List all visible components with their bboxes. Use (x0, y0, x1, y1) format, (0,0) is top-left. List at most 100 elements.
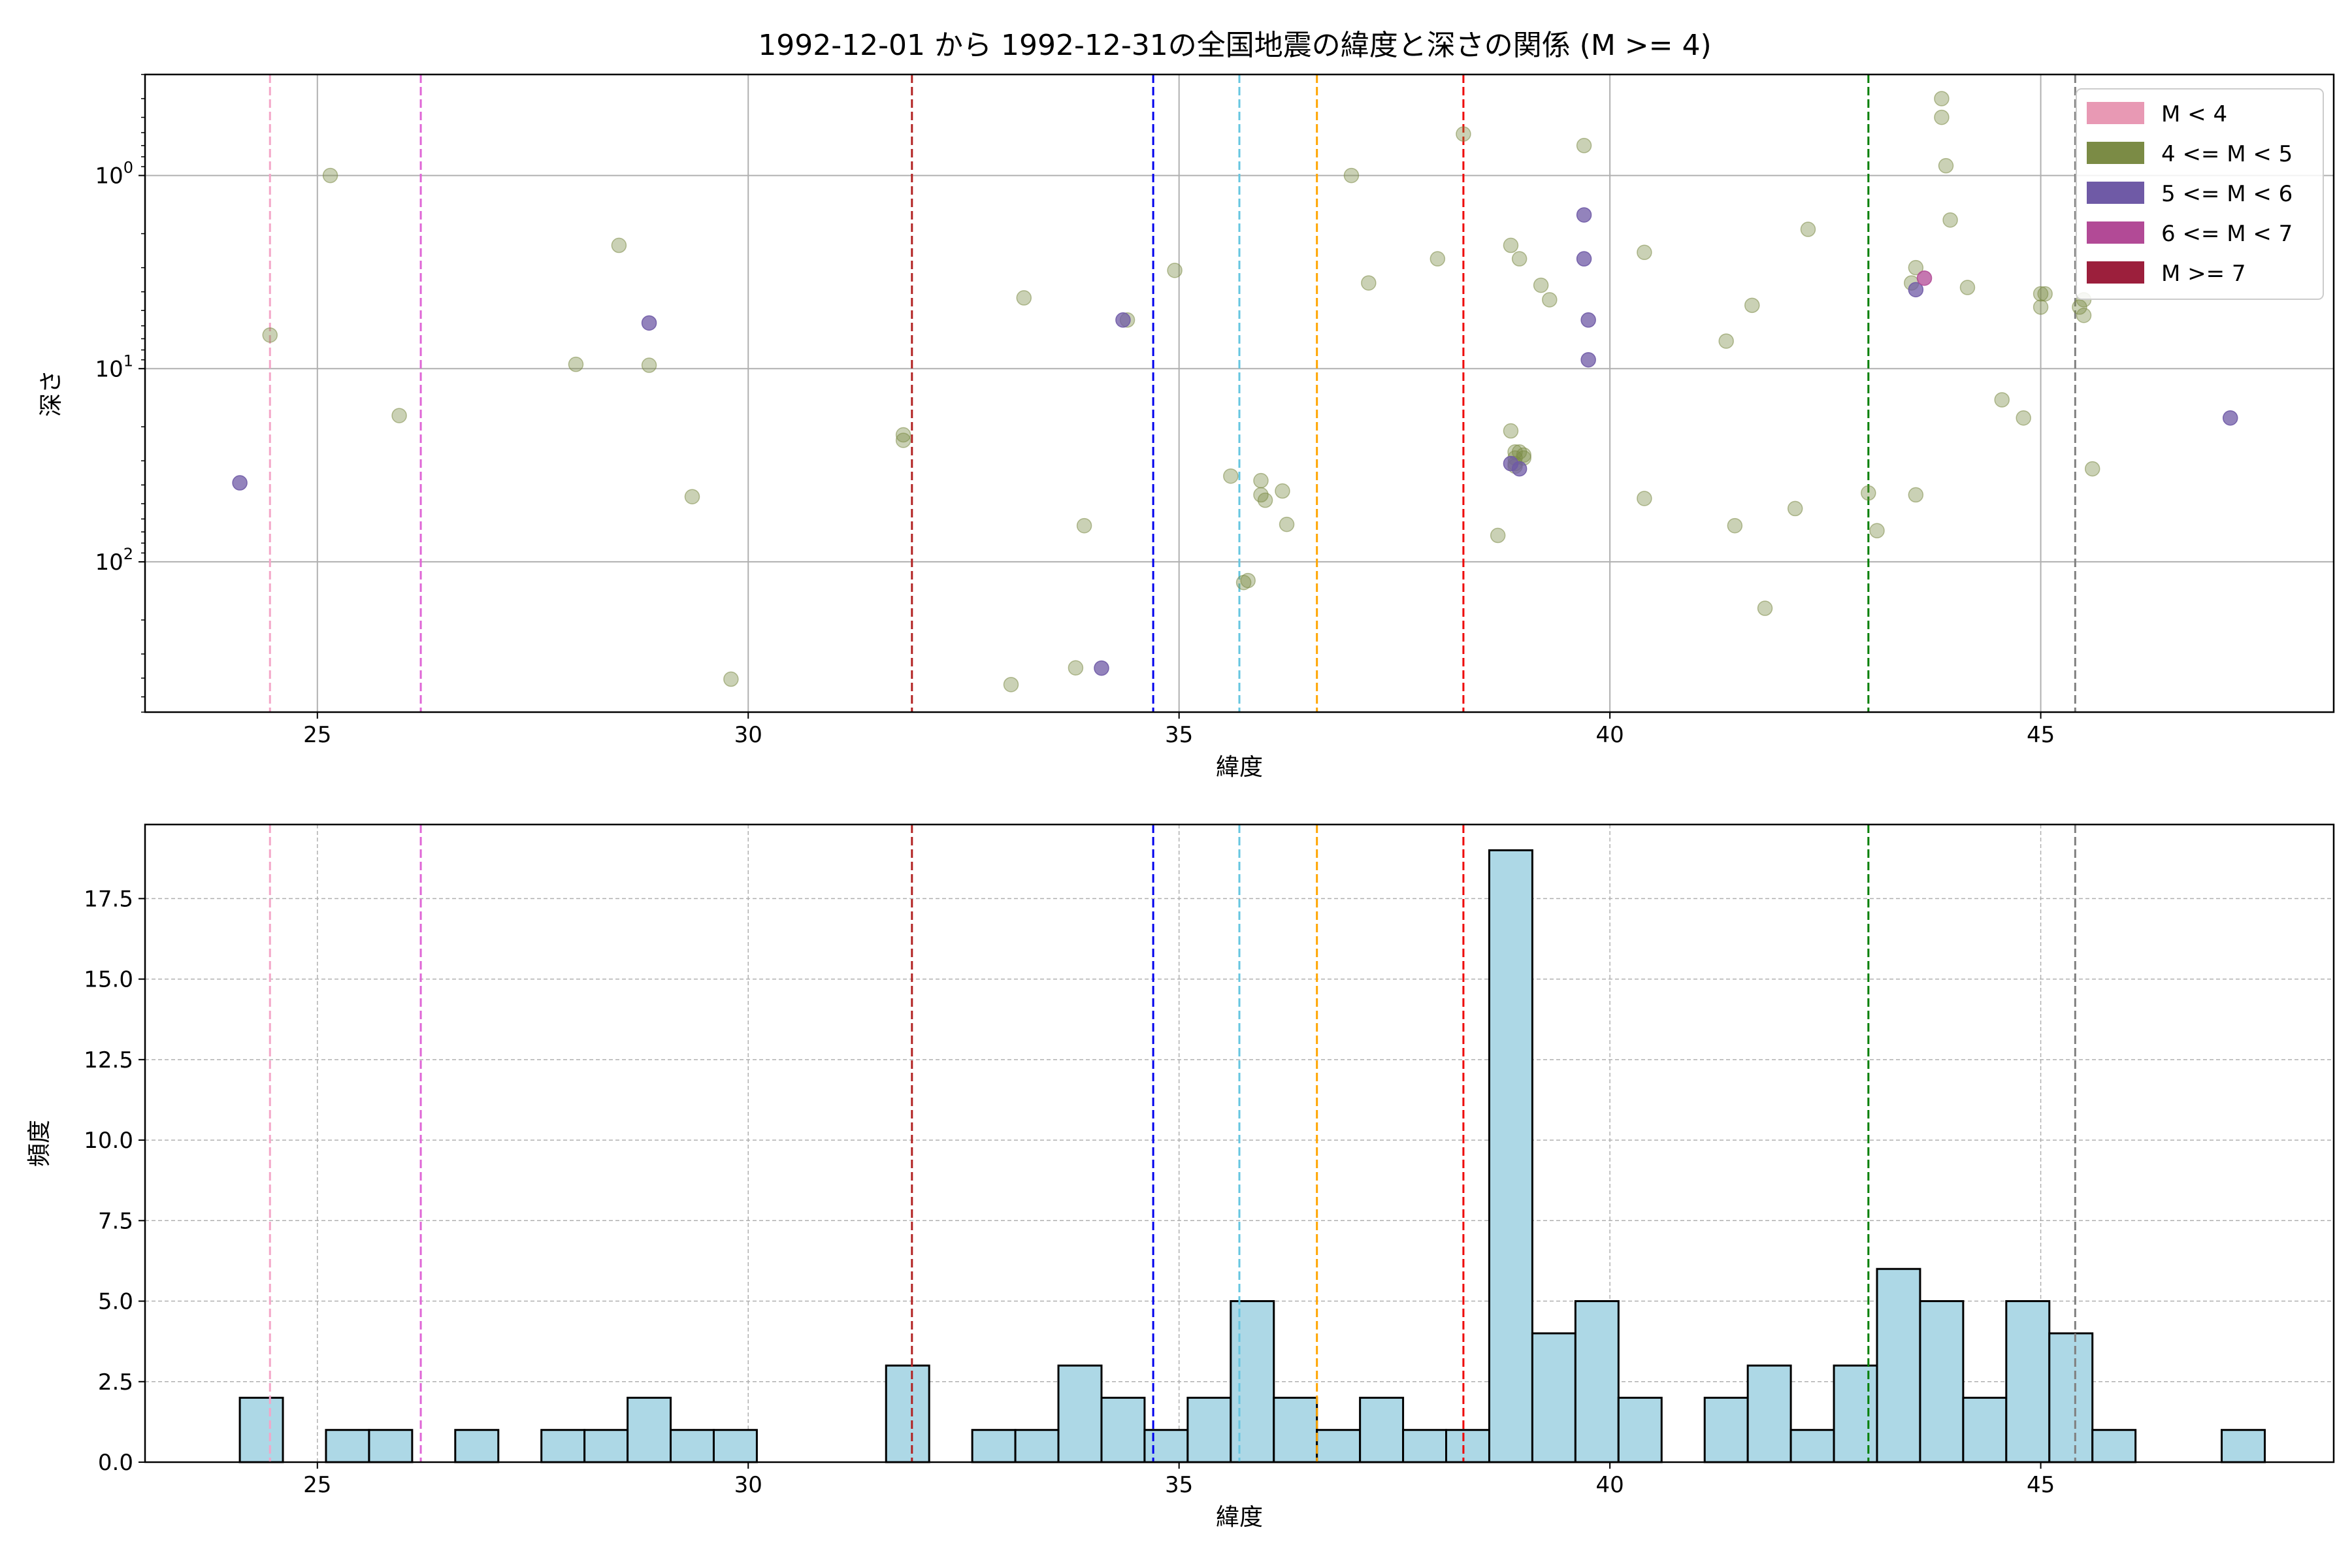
scatter-y-axis-label: 深さ (38, 370, 65, 417)
histogram-bar (1057, 1364, 1103, 1463)
scatter-point (2084, 461, 2100, 477)
scatter-point (1253, 472, 1269, 489)
scatter-point (2033, 286, 2049, 302)
chart-title: 1992-12-01 から 1992-12-31の全国地震の緯度と深さの関係 (… (758, 29, 1711, 62)
histogram-bar (1531, 1332, 1576, 1463)
scatter-point (1003, 677, 1019, 693)
y-tick-label: 15.0 (84, 967, 133, 993)
scatter-point (1576, 207, 1592, 223)
scatter-point (1994, 392, 2010, 408)
scatter-point (1916, 270, 1933, 286)
scatter-point (895, 427, 911, 443)
histogram-bar (1402, 1429, 1448, 1463)
y-tick-label: 2.5 (98, 1369, 133, 1396)
scatter-point (1533, 277, 1549, 293)
scatter-point (232, 475, 248, 491)
histogram-x-axis-label: 緯度 (1216, 1504, 1263, 1531)
scatter-point (1727, 517, 1743, 534)
scatter-point (1223, 468, 1239, 484)
histogram-bar (1488, 849, 1533, 1463)
scatter-point (1016, 290, 1032, 306)
histogram-bar (1143, 1429, 1189, 1463)
scatter-point (1429, 251, 1446, 267)
legend: M < 4 4 <= M < 5 5 <= M < 6 6 <= M < 7 M >= … (2076, 88, 2324, 300)
histogram-reference-lines (269, 825, 2076, 1462)
histogram-bar (627, 1396, 672, 1463)
scatter-point (1456, 126, 1471, 142)
scatter-point (723, 671, 739, 687)
scatter-point (1511, 461, 1527, 477)
scatter-points (232, 91, 2238, 693)
scatter-point (1959, 280, 1976, 295)
scatter-x-axis-label: 緯度 (1216, 754, 1263, 781)
histogram-bar (1703, 1396, 1749, 1463)
histogram-bar (885, 1364, 930, 1463)
legend-swatch (2087, 182, 2144, 204)
legend-label: 5 <= M < 6 (2161, 181, 2293, 207)
scatter-point (2033, 299, 2049, 315)
legend-label: M >= 7 (2161, 261, 2246, 287)
scatter-point (1503, 237, 1519, 253)
scatter-point (1942, 212, 1958, 228)
x-tick-label: 30 (734, 722, 762, 748)
scatter-point (1934, 109, 1950, 125)
histogram-ticks: 25 30 35 40 45 0.0 2.5 5.0 7.5 10.0 12.5 15.0 17.5 (84, 886, 2055, 1498)
scatter-reference-lines (269, 74, 2076, 712)
x-tick-label: 40 (1595, 722, 1624, 748)
x-tick-label: 30 (734, 1472, 762, 1498)
histogram-bar (1359, 1396, 1405, 1463)
scatter-point (1279, 516, 1295, 532)
histogram-bar (2005, 1300, 2051, 1463)
legend-swatch (2087, 261, 2144, 284)
histogram-bar (971, 1429, 1017, 1463)
scatter-point (1580, 312, 1596, 328)
scatter-point (1076, 517, 1092, 534)
histogram-bar (1445, 1429, 1490, 1463)
scatter-point (1934, 91, 1950, 106)
histogram-bar (1876, 1267, 1921, 1463)
scatter-point (2072, 299, 2087, 315)
x-tick-label: 25 (303, 1472, 331, 1498)
scatter-point (1361, 275, 1377, 291)
legend-swatch (2087, 221, 2144, 244)
legend-label: 6 <= M < 7 (2161, 221, 2293, 247)
scatter-point (2222, 410, 2238, 426)
y-tick-label: 5.0 (98, 1289, 133, 1315)
histogram-y-axis-label: 頻度 (26, 1120, 53, 1167)
scatter-point (1167, 263, 1183, 278)
y-tick-label: 100 (95, 159, 133, 189)
scatter-point (262, 327, 278, 343)
scatter-point (1115, 312, 1131, 328)
scatter-point (895, 433, 911, 448)
scatter-point (1787, 500, 1803, 517)
scatter-point (2076, 307, 2092, 323)
y-tick-label: 101 (95, 351, 133, 382)
scatter-point (1861, 485, 1876, 501)
scatter-point (1240, 572, 1256, 589)
histogram-bar (1316, 1429, 1362, 1463)
scatter-point (1938, 157, 1954, 174)
histogram-bar (1919, 1300, 1965, 1463)
y-tick-label: 0.0 (98, 1450, 133, 1476)
x-tick-label: 35 (1165, 1472, 1193, 1498)
histogram-axes-frame (144, 823, 2335, 1463)
histogram-bar (368, 1429, 414, 1463)
histogram-bar (540, 1429, 586, 1463)
scatter-point (1275, 483, 1290, 499)
y-tick-label: 17.5 (84, 886, 133, 912)
scatter-point (1757, 600, 1773, 616)
scatter-point (1869, 523, 1885, 539)
scatter-point (391, 408, 407, 423)
histogram-bar (1617, 1396, 1663, 1463)
histogram-bar (1746, 1364, 1792, 1463)
y-tick-label: 10.0 (84, 1128, 133, 1154)
y-tick-label: 102 (95, 545, 133, 576)
scatter-point (322, 167, 338, 184)
histogram-panel: 25 30 35 40 45 0.0 2.5 5.0 7.5 10.0 12.5 15.0 17.5 緯… (26, 823, 2335, 1531)
scatter-point (1576, 251, 1592, 267)
scatter-point (1800, 221, 1816, 237)
legend-label: 4 <= M < 5 (2161, 141, 2293, 167)
x-tick-label: 45 (2027, 1472, 2055, 1498)
histogram-bar (2048, 1332, 2094, 1463)
scatter-axes-frame (144, 73, 2335, 713)
